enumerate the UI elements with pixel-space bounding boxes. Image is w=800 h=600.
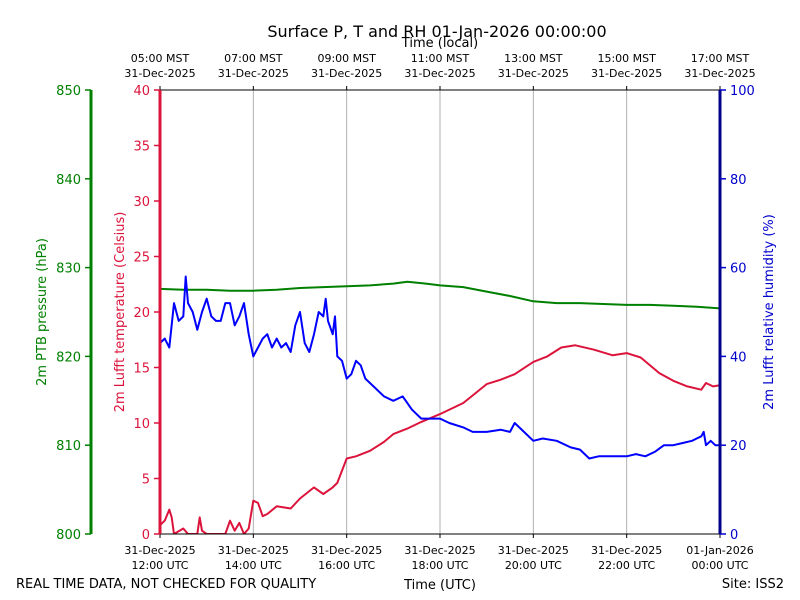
temperature-tick-label: 30 [133,195,150,210]
top-tick-label-time: 15:00 MST [597,52,656,65]
pressure-tick-label: 840 [56,173,81,188]
axis-ticks: 31-Dec-2025 12:00 UTC 31-Dec-2025 14:00 UTC… [56,52,755,572]
humidity-axis-label: 2m Lufft relative humidity (%) [762,214,777,410]
top-axis-title: Time (local) [401,36,478,51]
top-tick-label-date: 31-Dec-2025 [218,67,289,80]
temperature-axis-label: 2m Lufft temperature (Celsius) [113,212,128,413]
x-tick-label-date: 31-Dec-2025 [591,544,662,557]
pressure-tick-label: 810 [56,439,81,454]
top-tick-label-time: 17:00 MST [691,52,750,65]
series-layer [160,275,720,534]
x-tick-label-time: 16:00 UTC [318,559,375,572]
x-tick-label-date: 31-Dec-2025 [218,544,289,557]
humidity-tick-label: 40 [730,350,747,365]
temperature-tick-label: 5 [142,473,150,488]
x-tick-label-date: 31-Dec-2025 [311,544,382,557]
x-tick-label-time: 22:00 UTC [598,559,655,572]
temperature-tick-label: 20 [133,306,150,321]
temperature-tick-label: 25 [133,251,150,266]
pressure-tick-label: 800 [56,528,81,543]
temperature-tick-label: 10 [133,417,150,432]
top-tick-label-time: 13:00 MST [504,52,563,65]
temperature-series-line [160,344,720,534]
quality-note: REAL TIME DATA, NOT CHECKED FOR QUALITY [16,577,316,592]
x-tick-label-time: 14:00 UTC [225,559,282,572]
chart-title: Surface P, T and RH 01-Jan-2026 00:00:00 [267,22,606,41]
top-tick-label-date: 31-Dec-2025 [684,67,755,80]
x-axis-label: Time (UTC) [403,578,476,593]
top-tick-label-date: 31-Dec-2025 [124,67,195,80]
x-tick-label-date: 31-Dec-2025 [404,544,475,557]
x-tick-label-time: 20:00 UTC [505,559,562,572]
humidity-tick-label: 100 [730,84,755,99]
pressure-tick-label: 850 [56,84,81,99]
site-label: Site: ISS2 [722,577,784,592]
x-tick-label-date: 01-Jan-2026 [686,544,754,557]
top-tick-label-date: 31-Dec-2025 [498,67,569,80]
temperature-tick-label: 35 [133,140,150,155]
x-tick-label-time: 12:00 UTC [131,559,188,572]
temperature-tick-label: 40 [133,84,150,99]
humidity-tick-label: 60 [730,262,747,277]
x-tick-label-date: 31-Dec-2025 [498,544,569,557]
humidity-tick-label: 20 [730,439,747,454]
temperature-tick-label: 15 [133,362,150,377]
humidity-tick-label: 0 [730,528,738,543]
x-tick-label-time: 00:00 UTC [691,559,748,572]
humidity-series-line [160,275,720,460]
top-tick-label-time: 07:00 MST [224,52,283,65]
top-tick-label-time: 09:00 MST [317,52,376,65]
top-tick-label-date: 31-Dec-2025 [404,67,475,80]
pressure-tick-label: 830 [56,262,81,277]
temperature-tick-label: 0 [142,528,150,543]
top-tick-label-date: 31-Dec-2025 [591,67,662,80]
x-tick-label-time: 18:00 UTC [411,559,468,572]
top-tick-label-time: 05:00 MST [131,52,190,65]
top-tick-label-time: 11:00 MST [411,52,470,65]
pressure-axis-label: 2m PTB pressure (hPa) [35,238,50,386]
pressure-tick-label: 820 [56,350,81,365]
gridlines [252,90,628,534]
x-tick-label-date: 31-Dec-2025 [124,544,195,557]
humidity-tick-label: 80 [730,173,747,188]
pressure-series-line [160,280,720,310]
top-tick-label-date: 31-Dec-2025 [311,67,382,80]
